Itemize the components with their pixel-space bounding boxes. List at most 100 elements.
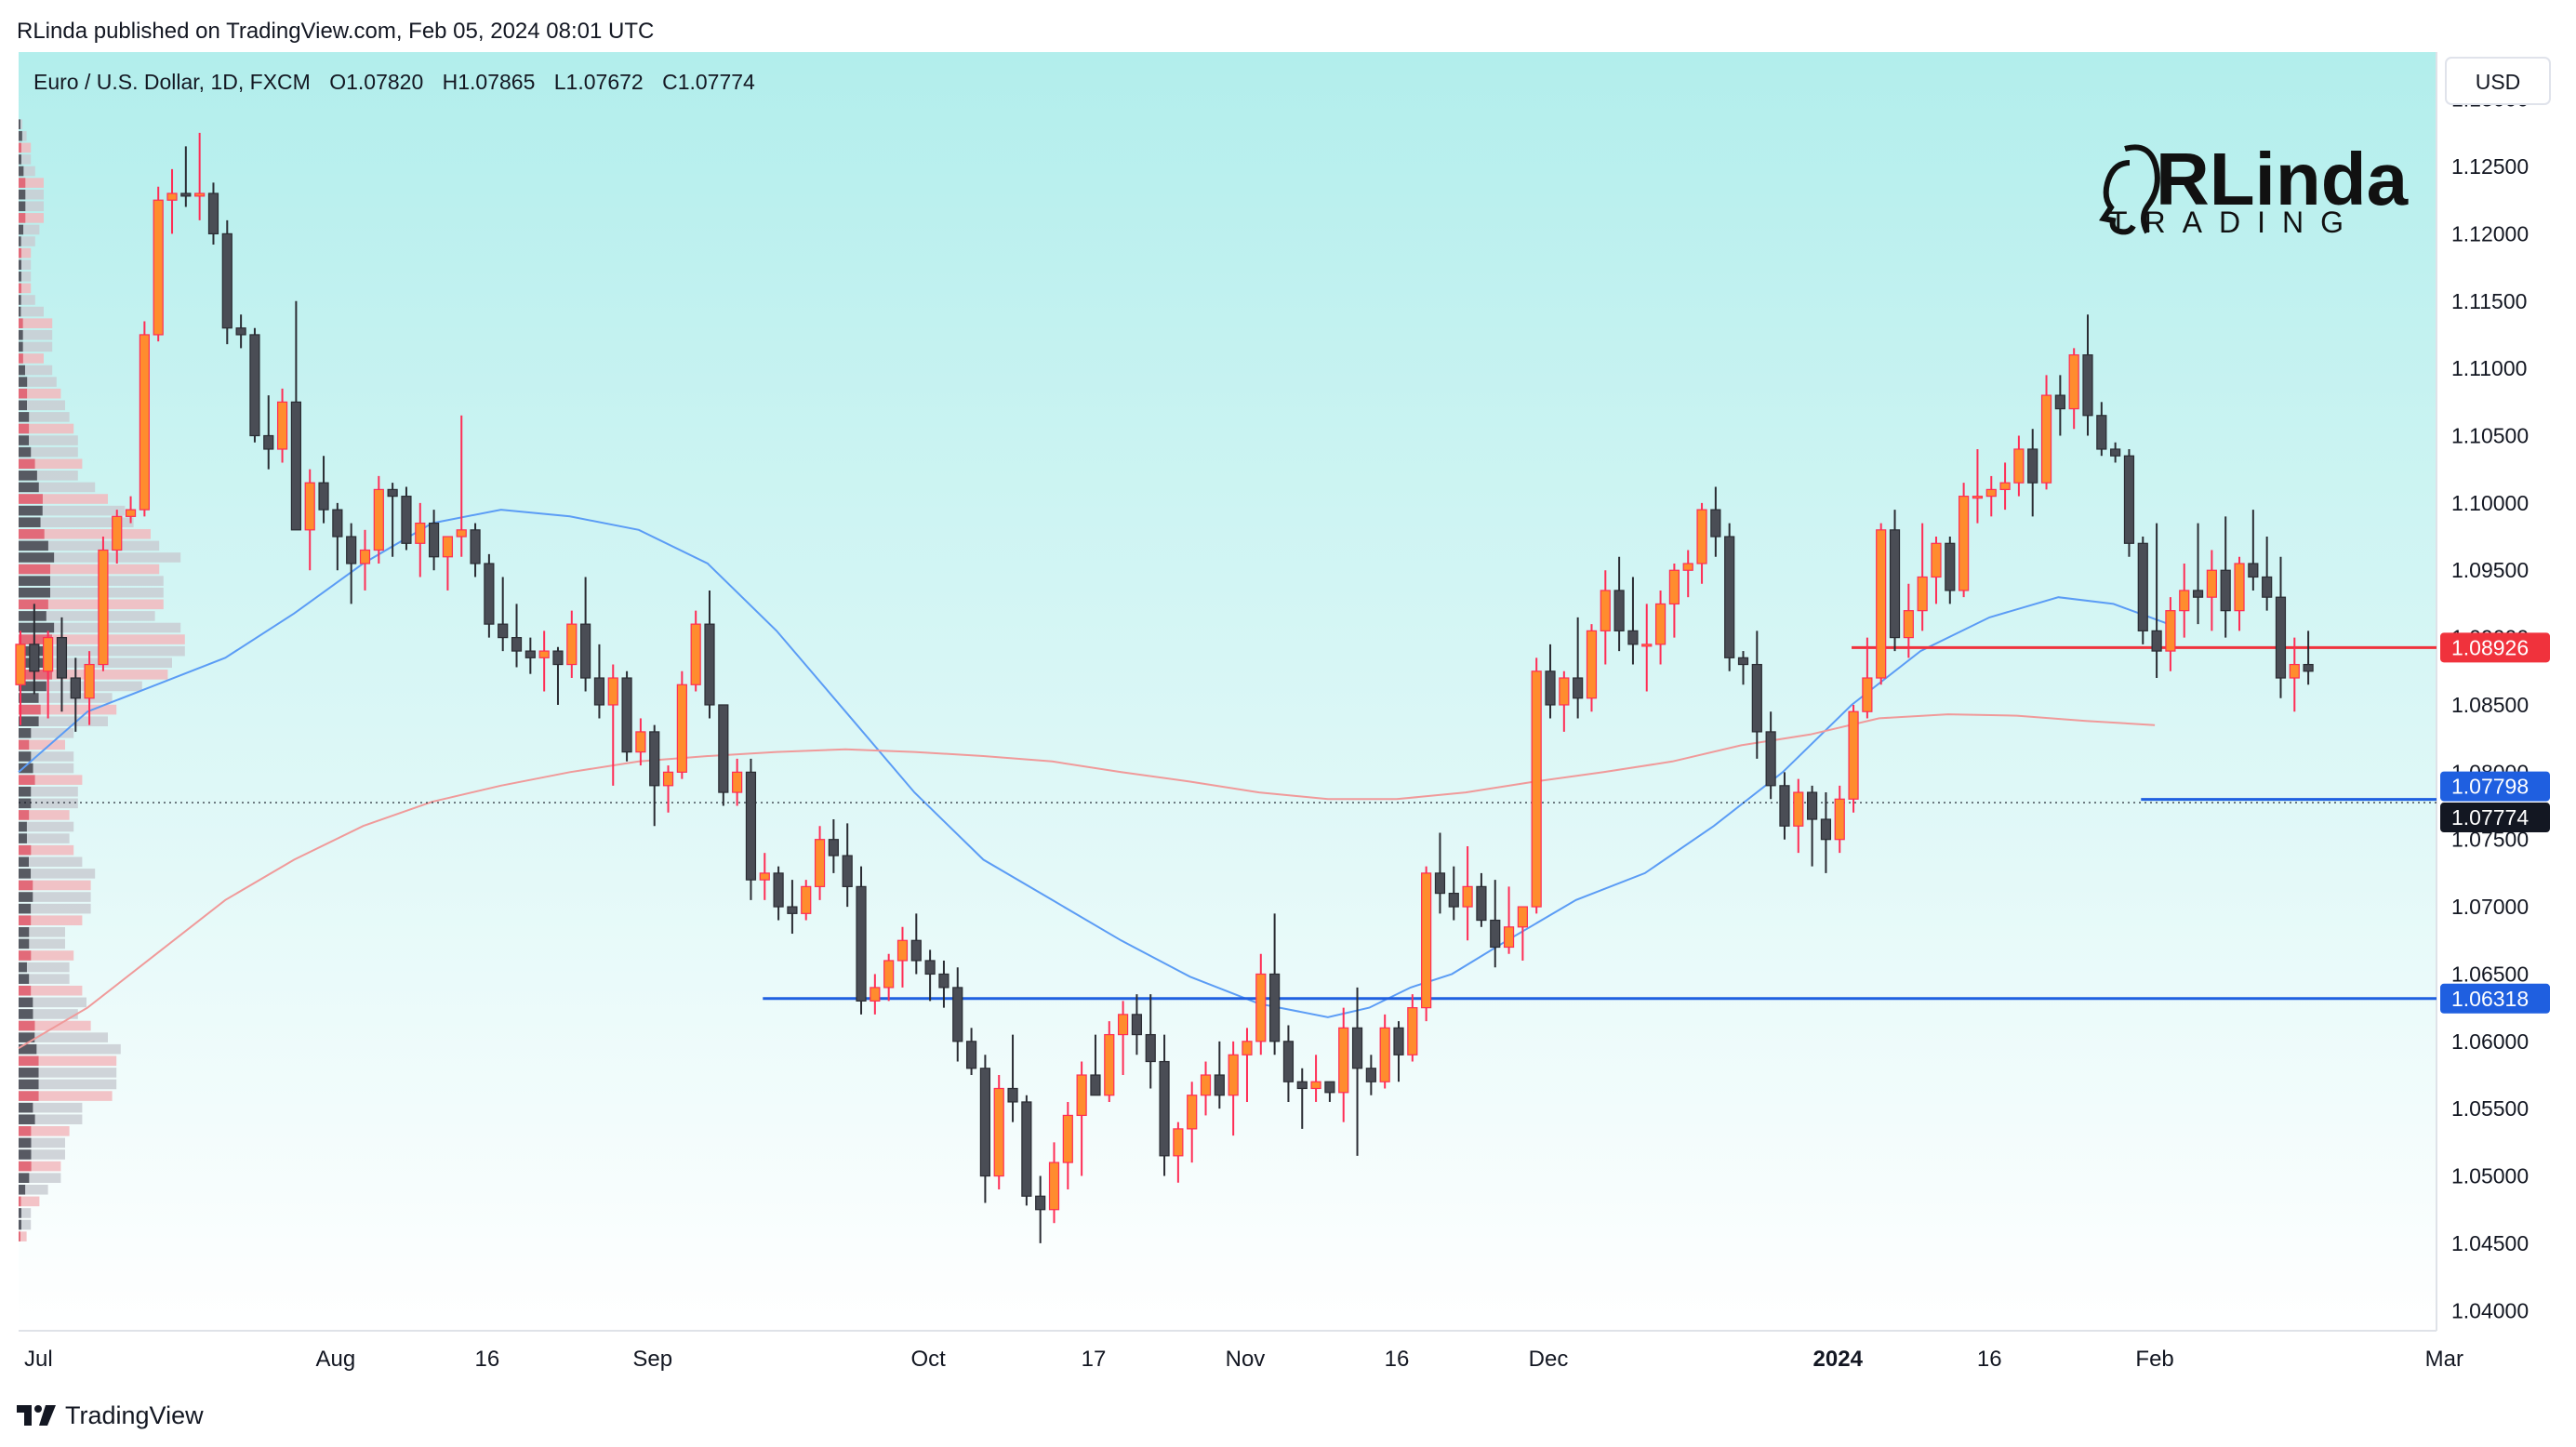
candle xyxy=(373,475,384,564)
volume-profile-bar xyxy=(19,130,27,141)
candle xyxy=(1559,670,1570,732)
candle xyxy=(1173,1122,1184,1183)
svg-text:1.07774: 1.07774 xyxy=(2451,805,2529,830)
time-tick-label: 16 xyxy=(475,1347,500,1372)
volume-profile-bar xyxy=(19,1231,27,1241)
volume-profile-bar xyxy=(19,505,126,516)
candle xyxy=(1917,523,1928,631)
time-tick-label: Jul xyxy=(24,1347,53,1372)
volume-profile-bar xyxy=(19,587,164,598)
price-tick-label: 1.06500 xyxy=(2451,962,2529,986)
candle xyxy=(704,590,715,719)
candle xyxy=(442,536,454,591)
candle xyxy=(166,168,178,234)
candle xyxy=(1903,583,1914,658)
candle xyxy=(1476,872,1487,927)
candle xyxy=(1365,1055,1376,1095)
candle xyxy=(98,537,109,671)
volume-profile-bar xyxy=(19,1102,83,1113)
candle xyxy=(842,823,853,908)
volume-profile-bar xyxy=(19,1009,78,1019)
candle xyxy=(938,960,949,1008)
tradingview-footer[interactable]: TradingView xyxy=(17,1397,204,1434)
candle xyxy=(773,866,784,921)
candle xyxy=(1421,866,1432,1022)
candle xyxy=(359,529,371,591)
candle xyxy=(1945,537,1956,604)
candle xyxy=(2206,550,2217,631)
candle xyxy=(896,926,909,988)
volume-profile-bar xyxy=(19,1161,61,1172)
time-axis[interactable]: Jul Aug 16 Sep Oct 17 Nov 16 Dec 2024 16 Feb Mar xyxy=(24,1347,2463,1372)
candle xyxy=(676,670,687,779)
currency-button[interactable]: USD xyxy=(2445,57,2551,105)
candle xyxy=(1517,906,1528,961)
candle xyxy=(290,300,301,531)
plot-background xyxy=(19,52,2437,1331)
candle xyxy=(1627,577,1639,665)
horizontal-levels[interactable] xyxy=(19,645,2437,1001)
candle xyxy=(1876,523,1887,685)
price-tick-label: 1.11000 xyxy=(2451,356,2527,380)
volume-profile-bar xyxy=(19,798,78,809)
candle xyxy=(1641,604,1653,692)
volume-profile-bar xyxy=(19,166,35,177)
logo-line1: RLinda xyxy=(2156,138,2409,220)
candle xyxy=(2040,375,2052,490)
volume-profile-bar xyxy=(19,295,35,305)
symbol-name[interactable]: Euro / U.S. Dollar, 1D, FXCM xyxy=(33,70,311,94)
svg-text:1.08926: 1.08926 xyxy=(2451,635,2529,659)
candle xyxy=(1407,994,1418,1062)
volume-profile-bar xyxy=(19,353,44,364)
candle xyxy=(1379,1014,1390,1089)
volume-profile-bar xyxy=(19,751,74,762)
candle xyxy=(1269,913,1281,1055)
volume-profile-bar xyxy=(19,869,96,879)
volume-profile-bar xyxy=(19,997,86,1008)
time-tick-label: 16 xyxy=(1977,1347,2002,1372)
candle xyxy=(511,604,523,668)
time-tick-label: 16 xyxy=(1385,1347,1410,1372)
volume-profile-bar xyxy=(19,423,74,434)
volume-profile-bar xyxy=(19,377,57,387)
candle xyxy=(235,314,246,349)
candle xyxy=(2137,537,2148,644)
candle xyxy=(828,819,839,873)
candle xyxy=(276,388,288,463)
candle xyxy=(1021,1095,1032,1206)
time-tick-label: 17 xyxy=(1082,1347,1107,1372)
volume-profile-bar xyxy=(19,974,70,984)
candle xyxy=(207,182,219,245)
price-tick-label: 1.09500 xyxy=(2451,558,2529,582)
candle xyxy=(1090,1034,1101,1096)
candle xyxy=(84,651,95,725)
candle xyxy=(1889,510,1901,652)
candle xyxy=(1351,987,1363,1156)
candle xyxy=(910,913,922,975)
candle xyxy=(1972,448,1984,524)
volume-profile-bar xyxy=(19,985,83,996)
candle xyxy=(524,637,536,674)
volume-profile-bar xyxy=(19,962,70,973)
volume-profile-bar xyxy=(19,1219,32,1230)
candle xyxy=(1338,1007,1349,1122)
volume-profile-bar xyxy=(19,540,160,551)
candle xyxy=(1751,631,1762,759)
candle xyxy=(1242,1028,1253,1102)
candle xyxy=(346,523,357,604)
close-price-label: 1.07774 xyxy=(2440,803,2550,833)
candle xyxy=(1696,502,1707,584)
candle xyxy=(552,646,564,705)
candle xyxy=(1296,1068,1308,1129)
candle xyxy=(2262,537,2273,611)
volume-profile-bar xyxy=(19,728,74,738)
price-tick-label: 1.05500 xyxy=(2451,1096,2529,1121)
candle xyxy=(1104,1021,1115,1102)
price-axis[interactable]: 1.130001.125001.120001.115001.110001.105… xyxy=(2451,87,2529,1323)
currency-label: USD xyxy=(2476,70,2521,94)
volume-profile-bar xyxy=(19,259,32,271)
volume-profile-bar xyxy=(19,154,32,165)
volume-profile-bar xyxy=(19,1184,48,1195)
